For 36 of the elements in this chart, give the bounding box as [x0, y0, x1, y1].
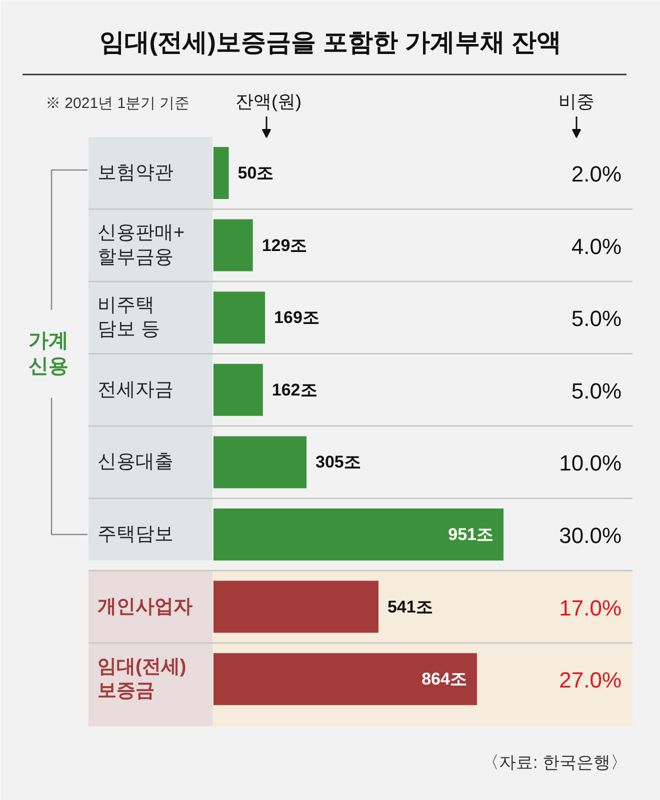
y-tick-label: 임대(전세) 보증금: [98, 656, 186, 702]
bar: [214, 364, 263, 416]
data-label: 129조: [262, 236, 308, 255]
text: 가계 신용: [28, 330, 68, 378]
y-tick-label: 신용대출: [98, 452, 174, 473]
bar: [214, 508, 504, 560]
data-label: 864조: [422, 670, 467, 689]
bar: [214, 147, 229, 199]
text: ※ 2021년 1분기 기준: [46, 95, 190, 112]
data-label: 50조: [238, 164, 274, 182]
y-tick-label: 주택담보: [98, 524, 174, 545]
y-tick-label: 비주택 담보 등: [98, 295, 160, 340]
text: 30.0%: [559, 523, 622, 548]
y-tick-label: 개인사업자: [98, 596, 192, 618]
text: 5.0%: [571, 306, 622, 332]
text: 비중: [558, 92, 594, 112]
bar: [214, 292, 266, 344]
y-tick-label: 보험약관: [98, 162, 174, 184]
bar: [214, 436, 307, 488]
data-label: 951조: [448, 525, 494, 544]
x-axis-title: 잔액(원): [236, 92, 302, 112]
bar: [214, 219, 253, 272]
text: 4.0%: [571, 234, 622, 259]
chart-title: 임대(전세)보증금을 포함한 가계부채 잔액: [99, 28, 562, 56]
text: 17.0%: [559, 595, 622, 620]
text: 27.0%: [559, 668, 622, 693]
y-tick-label: 신용판매+ 할부금융: [98, 222, 185, 268]
data-label: 169조: [274, 308, 320, 328]
data-label: 541조: [387, 597, 433, 616]
y-tick-label: 전세자금: [98, 379, 174, 400]
data-label: 305조: [316, 452, 361, 472]
data-label: 162조: [272, 380, 318, 400]
text: 10.0%: [559, 450, 622, 476]
text: 5.0%: [571, 378, 622, 404]
text: 〈자료: 한국은행〉: [482, 753, 628, 772]
text: 2.0%: [571, 162, 622, 186]
